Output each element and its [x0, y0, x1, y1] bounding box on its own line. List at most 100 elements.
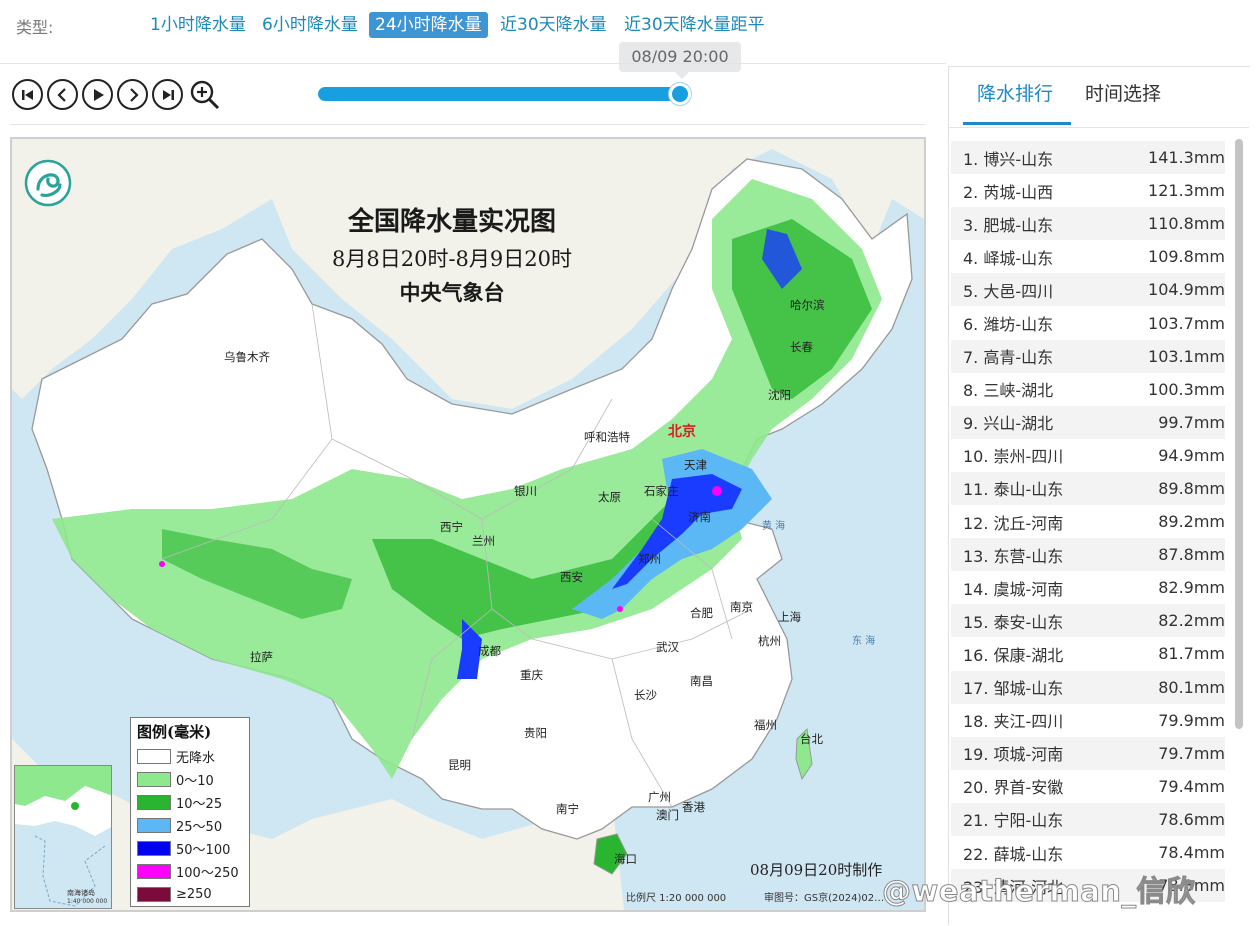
ranking-value: 110.8mm: [1148, 214, 1225, 234]
ranking-row[interactable]: 9. 兴山-湖北 99.7mm: [951, 405, 1225, 439]
city-label: 杭州: [758, 634, 781, 648]
ranking-value: 79.9mm: [1158, 710, 1225, 730]
ranking-value: 79.7mm: [1158, 743, 1225, 763]
ranking-row[interactable]: 17. 邹城-山东 80.1mm: [951, 670, 1225, 704]
ranking-place: 10. 崇州-四川: [963, 447, 1064, 467]
ranking-place: 2. 芮城-山西: [963, 182, 1054, 202]
previous-frame-button[interactable]: [47, 79, 78, 110]
city-label: 西宁: [440, 520, 463, 534]
city-label: 南宁: [556, 802, 579, 816]
city-label: 郑州: [638, 552, 661, 566]
play-button[interactable]: [82, 79, 113, 110]
ranking-row[interactable]: 21. 宁阳-山东 78.6mm: [951, 802, 1225, 836]
type-30d-precip[interactable]: 近30天降水量: [500, 15, 607, 35]
city-label: 香港: [682, 800, 705, 814]
city-label: 台北: [800, 732, 823, 746]
play-icon: [93, 88, 104, 101]
legend-label: 50～100: [176, 843, 231, 858]
ranking-value: 103.1mm: [1148, 346, 1225, 366]
city-label: 昆明: [448, 758, 471, 772]
ranking-place: 19. 项城-河南: [963, 745, 1064, 765]
ranking-row[interactable]: 14. 虞城-河南 82.9mm: [951, 571, 1225, 604]
legend-swatch: [137, 887, 171, 902]
type-6h-precip[interactable]: 6小时降水量: [262, 15, 358, 35]
svg-text:黄 海: 黄 海: [762, 519, 785, 532]
ranking-row[interactable]: 1. 博兴-山东 141.3mm: [951, 141, 1225, 175]
city-label: 西安: [560, 570, 583, 584]
ranking-row[interactable]: 10. 崇州-四川 94.9mm: [951, 439, 1225, 472]
inset-map-shape: [15, 766, 111, 907]
map-made-time: 08月09日20时制作: [750, 861, 883, 879]
tab-time-select[interactable]: 时间选择: [1085, 83, 1162, 105]
ranking-row[interactable]: 11. 泰山-山东 89.8mm: [951, 471, 1225, 506]
first-frame-button[interactable]: [12, 79, 43, 110]
time-slider-fill: [318, 87, 680, 101]
next-frame-button[interactable]: [117, 79, 148, 110]
city-label: 天津: [684, 458, 707, 472]
ranking-row[interactable]: 12. 沈丘-河南 89.2mm: [951, 505, 1225, 538]
ranking-row[interactable]: 16. 保康-湖北 81.7mm: [951, 637, 1225, 670]
ranking-row[interactable]: 8. 三峡-湖北 100.3mm: [951, 373, 1225, 406]
type-24h-precip[interactable]: 24小时降水量: [369, 12, 488, 38]
last-frame-button[interactable]: [152, 79, 183, 110]
ranking-place: 14. 虞城-河南: [963, 579, 1064, 599]
ranking-row[interactable]: 22. 薛城-山东 78.4mm: [951, 836, 1225, 869]
ranking-row[interactable]: 15. 泰安-山东 82.2mm: [951, 604, 1225, 638]
legend-label: 无降水: [176, 751, 216, 766]
legend-label: 100～250: [176, 866, 239, 881]
ranking-list: 1. 博兴-山东 141.3mm 2. 芮城-山西 121.3mm 3. 肥城-山东 11…: [951, 141, 1225, 926]
ranking-row[interactable]: 18. 夹江-四川 79.9mm: [951, 704, 1225, 737]
ranking-place: 7. 高青-山东: [963, 348, 1054, 368]
ranking-row[interactable]: 20. 界首-安徽 79.4mm: [951, 770, 1225, 803]
first-icon: [21, 89, 33, 100]
city-label: 太原: [598, 490, 621, 504]
cma-logo-icon: [24, 159, 72, 207]
ranking-value: 82.9mm: [1158, 578, 1225, 598]
ranking-value: 89.8mm: [1158, 478, 1225, 498]
ranking-value: 109.8mm: [1148, 247, 1225, 267]
time-slider-handle[interactable]: [669, 83, 691, 105]
legend-title: 图例(毫米): [137, 723, 212, 741]
city-label: 石家庄: [644, 484, 679, 498]
ranking-place: 22. 薛城-山东: [963, 844, 1064, 864]
ranking-row[interactable]: 19. 项城-河南 79.7mm: [951, 736, 1225, 770]
ranking-place: 21. 宁阳-山东: [963, 811, 1064, 831]
legend-swatch: [137, 795, 171, 810]
ranking-row[interactable]: 3. 肥城-山东 110.8mm: [951, 207, 1225, 241]
ranking-row[interactable]: 6. 潍坊-山东 103.7mm: [951, 306, 1225, 339]
current-time-tooltip: 08/09 20:00: [619, 42, 741, 79]
city-label: 拉萨: [250, 650, 273, 664]
inset-label: 南海诸岛: [67, 889, 95, 897]
time-slider[interactable]: [318, 87, 680, 101]
ranking-place: 4. 峄城-山东: [963, 248, 1054, 268]
legend-swatch: [137, 864, 171, 879]
type-30d-anomaly[interactable]: 近30天降水量距平: [624, 15, 765, 35]
ranking-row[interactable]: 2. 芮城-山西 121.3mm: [951, 174, 1225, 207]
active-tab-indicator: [963, 122, 1071, 125]
city-label: 澳门: [656, 808, 679, 822]
ranking-scrollbar[interactable]: [1235, 139, 1243, 729]
city-label: 长春: [790, 340, 813, 354]
legend-item: ≥250: [137, 883, 243, 906]
ranking-row[interactable]: 5. 大邑-四川 104.9mm: [951, 273, 1225, 307]
ranking-row[interactable]: 4. 峄城-山东 109.8mm: [951, 240, 1225, 273]
ranking-value: 79.4mm: [1158, 776, 1225, 796]
type-1h-precip[interactable]: 1小时降水量: [150, 15, 246, 35]
city-label: 广州: [648, 790, 671, 804]
city-label: 乌鲁木齐: [224, 350, 270, 364]
ranking-place: 5. 大邑-四川: [963, 281, 1054, 301]
type-bar: 类型: 1小时降水量 6小时降水量 24小时降水量 近30天降水量 近30天降水…: [0, 0, 1260, 52]
ranking-row[interactable]: 23. 清河-河北 78.3mm: [951, 869, 1225, 903]
legend-item: 25～50: [137, 814, 243, 837]
city-label: 成都: [478, 644, 501, 658]
tab-precip-ranking[interactable]: 降水排行: [977, 83, 1054, 105]
city-label: 贵阳: [524, 726, 547, 740]
zoom-in-icon[interactable]: [188, 78, 222, 112]
city-label: 重庆: [520, 668, 543, 682]
type-label: 类型:: [16, 18, 54, 37]
ranking-place: 12. 沈丘-河南: [963, 513, 1064, 533]
previous-icon: [56, 87, 66, 102]
ranking-row[interactable]: 7. 高青-山东 103.1mm: [951, 339, 1225, 373]
ranking-row[interactable]: 13. 东营-山东 87.8mm: [951, 538, 1225, 572]
city-label-capital: 北京: [668, 424, 696, 440]
